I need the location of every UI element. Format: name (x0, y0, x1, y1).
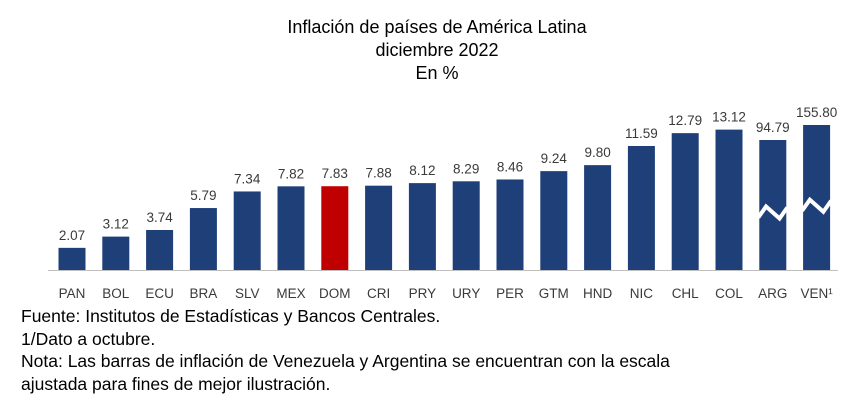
tick-label-gtm: GTM (539, 286, 569, 301)
value-label-mex: 7.82 (278, 166, 304, 181)
value-label-ury: 8.29 (453, 161, 479, 176)
bar-bol (102, 236, 130, 270)
tick-label-per: PER (496, 286, 524, 301)
tick-label-pry: PRY (409, 286, 437, 301)
value-label-chl: 12.79 (668, 113, 702, 128)
tick-label-mex: MEX (276, 286, 305, 301)
tick-label-bol: BOL (102, 286, 130, 301)
tick-label-col: COL (715, 286, 743, 301)
tick-label-dom: DOM (319, 286, 351, 301)
value-label-hnd: 9.80 (584, 145, 610, 160)
tick-label-ecu: ECU (145, 286, 174, 301)
scale-note-line-1: Nota: Las barras de inflación de Venezue… (21, 351, 670, 371)
bar-col (715, 129, 743, 270)
scale-note-line-2: ajustada para fines de mejor ilustración… (21, 373, 331, 394)
chart-notes: Fuente: Institutos de Estadísticas y Ban… (21, 305, 670, 395)
value-label-slv: 7.34 (234, 171, 261, 186)
tick-label-ven: VEN¹ (800, 286, 833, 301)
value-label-cri: 7.88 (365, 166, 391, 181)
value-label-ecu: 3.74 (146, 210, 173, 225)
chart-subtitle: diciembre 2022 (375, 40, 499, 60)
value-label-bol: 3.12 (103, 217, 129, 232)
tick-label-cri: CRI (367, 286, 390, 301)
tick-label-arg: ARG (758, 286, 787, 301)
chart-unit-label: En % (415, 63, 459, 83)
tick-label-nic: NIC (630, 286, 654, 301)
source-note: Fuente: Institutos de Estadísticas y Ban… (21, 306, 441, 326)
bar-dom (321, 186, 349, 270)
bar-ecu (146, 229, 174, 270)
tick-label-chl: CHL (672, 286, 699, 301)
bar-hnd (584, 165, 612, 270)
bar-bra (189, 208, 217, 270)
tick-label-slv: SLV (235, 286, 260, 301)
value-label-bra: 5.79 (190, 188, 216, 203)
tick-label-pan: PAN (59, 286, 86, 301)
tick-label-ury: URY (452, 286, 480, 301)
value-label-nic: 11.59 (625, 126, 658, 141)
bar-nic (627, 145, 655, 270)
bar-pan (58, 247, 86, 270)
bar-per (496, 179, 524, 270)
bar-chl (671, 133, 699, 270)
footnote: 1/Dato a octubre. (21, 328, 156, 349)
bar-mex (277, 186, 305, 270)
tick-label-hnd: HND (583, 286, 612, 301)
tick-label-bra: BRA (190, 286, 218, 301)
chart-title-block: Inflación de países de América Latina di… (0, 16, 848, 85)
value-label-pry: 8.12 (409, 163, 435, 178)
chart-title: Inflación de países de América Latina (287, 17, 587, 37)
bar-slv (233, 191, 261, 270)
bar-pry (408, 183, 436, 270)
value-label-pan: 2.07 (59, 228, 85, 243)
scale-break-arg (756, 203, 789, 222)
value-label-gtm: 9.24 (541, 151, 568, 166)
value-label-ven: 155.80 (796, 105, 837, 120)
value-label-col: 13.12 (712, 110, 746, 125)
value-label-dom: 7.83 (322, 166, 348, 181)
value-label-arg: 94.79 (756, 120, 790, 135)
bar-ury (452, 181, 480, 270)
bar-gtm (540, 171, 568, 270)
bar-cri (365, 185, 393, 270)
bar-chart: 2.07 PAN 3.12 BOL 3.74 ECU 5.79 BRA 7.34 SLV 7.82 M… (48, 105, 838, 301)
bar-arg (759, 140, 787, 270)
value-label-per: 8.46 (497, 159, 523, 174)
bar-ven (803, 125, 831, 270)
scale-break-ven (800, 196, 833, 215)
